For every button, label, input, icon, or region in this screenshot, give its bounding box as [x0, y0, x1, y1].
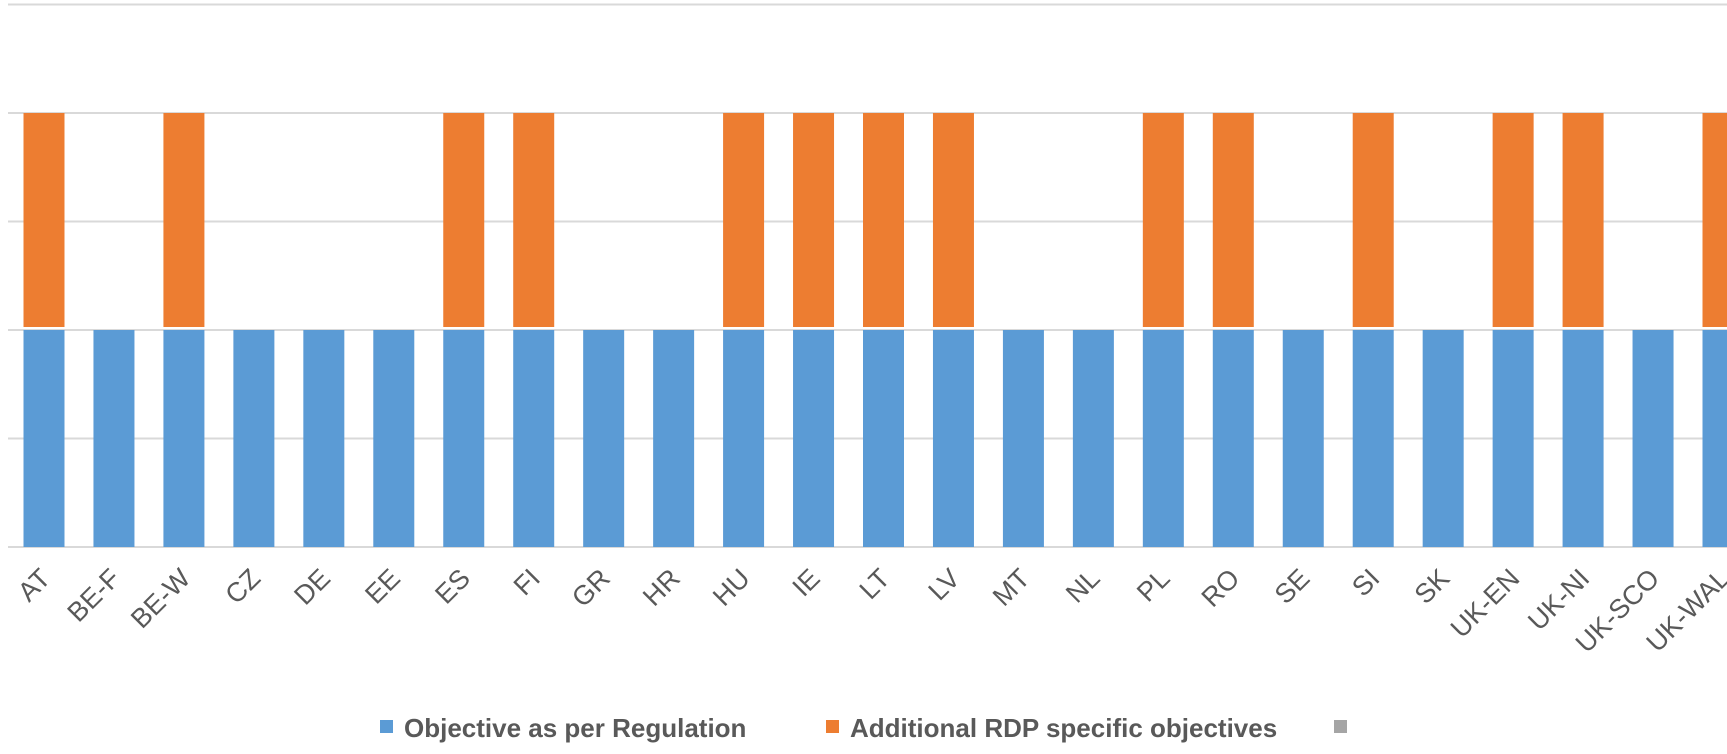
x-tick-label: RO [1196, 563, 1246, 613]
bar-lt-series-1 [863, 330, 904, 547]
bar-uk-ni-series-1 [1562, 330, 1604, 547]
bar-uk-wal-series-1 [1702, 330, 1727, 547]
x-tick-label: LV [923, 563, 966, 606]
bar-ee-series-1 [373, 330, 415, 547]
bar-lt-series-2 [863, 113, 904, 327]
bar-se-series-1 [1282, 330, 1324, 547]
bar-be-w-series-1 [163, 330, 205, 547]
bar-mt-series-1 [1002, 330, 1044, 547]
x-tick-label: PL [1131, 563, 1176, 608]
bar-es-series-2 [443, 113, 485, 327]
bar-pl-series-1 [1142, 330, 1184, 547]
bar-be-w-series-2 [163, 113, 205, 327]
bar-gr-series-1 [583, 330, 625, 547]
bar-si-series-1 [1352, 330, 1394, 547]
x-tick-label: MT [987, 563, 1036, 612]
bar-uk-wal-series-2 [1702, 113, 1727, 327]
x-tick-label: BE-F [61, 563, 126, 628]
bar-at-series-1 [23, 330, 65, 547]
bar-ro-series-1 [1212, 330, 1254, 547]
x-tick-label: HU [707, 563, 756, 612]
bar-uk-sco-series-1 [1632, 330, 1674, 547]
bar-hu-series-2 [723, 113, 765, 327]
bar-uk-ni-series-2 [1562, 113, 1604, 327]
bar-ie-series-1 [793, 330, 835, 547]
bar-si-series-2 [1352, 113, 1394, 327]
x-tick-label: AT [12, 563, 56, 607]
x-tick-label: FI [508, 563, 546, 601]
x-tick-label: ES [429, 563, 476, 610]
bar-lv-series-1 [932, 330, 974, 547]
bar-es-series-1 [443, 330, 485, 547]
x-tick-label: NL [1060, 563, 1106, 609]
bar-fi-series-2 [513, 113, 555, 327]
x-tick-label: EE [359, 563, 406, 610]
x-tick-label: CZ [219, 563, 266, 610]
bar-fi-series-1 [513, 330, 555, 547]
legend-swatch [1334, 720, 1347, 733]
bar-sk-series-1 [1422, 330, 1464, 547]
bar-ro-series-2 [1212, 113, 1254, 327]
legend-label: Objective as per Regulation [404, 713, 746, 743]
legend-swatch [826, 720, 839, 733]
bar-at-series-2 [23, 113, 65, 327]
x-tick-label: HR [637, 563, 686, 612]
x-tick-label: GR [566, 563, 616, 613]
bar-pl-series-2 [1142, 113, 1184, 327]
x-tick-label: DE [288, 563, 336, 611]
bar-be-f-series-1 [93, 330, 135, 547]
bar-de-series-1 [303, 330, 345, 547]
bar-hu-series-1 [723, 330, 765, 547]
bar-hr-series-1 [653, 330, 695, 547]
legend-swatch [380, 720, 393, 733]
bars [23, 113, 1727, 547]
bar-ie-series-2 [793, 113, 835, 327]
bar-nl-series-1 [1072, 330, 1114, 547]
x-tick-label: LT [854, 563, 896, 605]
legend-label: Additional RDP specific objectives [850, 713, 1277, 743]
x-tick-label: IE [787, 563, 826, 602]
bar-uk-en-series-1 [1492, 330, 1534, 547]
bar-uk-en-series-2 [1492, 113, 1534, 327]
bar-cz-series-1 [233, 330, 275, 547]
bar-lv-series-2 [932, 113, 974, 327]
x-tick-label: BE-W [125, 563, 196, 634]
x-tick-label: SK [1409, 563, 1456, 610]
x-tick-label: SI [1346, 563, 1385, 602]
x-tick-label: SE [1269, 563, 1316, 610]
x-tick-label: UK-EN [1445, 563, 1526, 644]
legend: Objective as per Regulation Additional RD… [380, 713, 1347, 743]
x-axis-tick-labels: AT BE-FBE-W CZ DE EE ES FI GR HR HU IE LT LV MT NL PL RO… [12, 563, 1727, 659]
